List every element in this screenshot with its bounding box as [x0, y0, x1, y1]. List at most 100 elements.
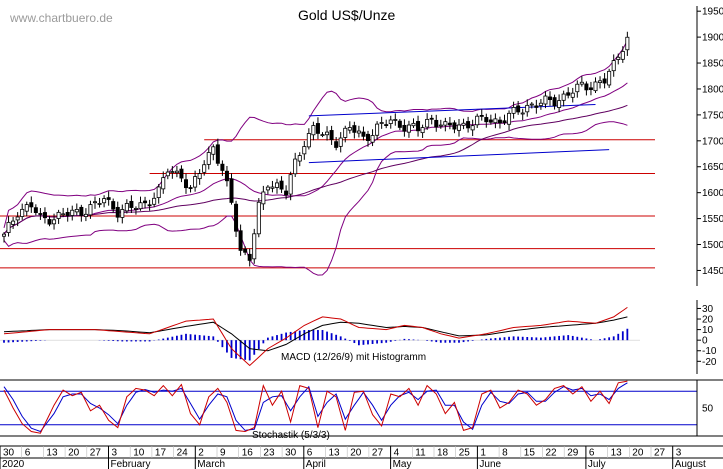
x-day-label: 2 — [198, 448, 204, 459]
candle-body — [97, 203, 102, 205]
candle-body — [211, 146, 216, 155]
bollinger-upper — [3, 40, 628, 229]
macd-line — [3, 306, 628, 367]
candle-body — [375, 123, 380, 136]
candle-body — [334, 141, 339, 148]
price-tick-label: 1700 — [702, 136, 723, 147]
x-day-label: 4 — [394, 448, 400, 459]
candle-body — [102, 198, 107, 204]
candle-body — [575, 83, 580, 93]
x-day-label: 16 — [242, 448, 254, 459]
candle-body — [261, 191, 266, 205]
price-panel: 1450 1500 1550 1600 1650 1700 1750 1800 1850 1900… — [0, 6, 723, 286]
candle-body — [475, 115, 480, 126]
candle-body — [238, 230, 243, 251]
candle-body — [588, 87, 593, 90]
candle-body — [507, 112, 512, 125]
x-month-label: 2020 — [2, 459, 25, 469]
candle-body — [470, 125, 475, 131]
candle-body — [497, 119, 502, 124]
candle-body — [411, 122, 416, 127]
x-day-label: 27 — [372, 448, 384, 459]
candle-body — [33, 207, 38, 214]
stochastic-label: Stochastik (5/3/3) — [252, 430, 330, 441]
candle-body — [548, 96, 553, 100]
x-month-label: May — [393, 459, 412, 469]
candle-body — [15, 216, 20, 221]
candle-body — [220, 163, 225, 171]
candle-body — [74, 208, 79, 213]
candle-body — [356, 130, 361, 134]
candle-body — [406, 124, 411, 133]
candle-body — [188, 187, 193, 189]
candle-body — [538, 102, 543, 106]
candle-body — [170, 171, 175, 174]
candle-body — [70, 209, 75, 216]
candle-body — [579, 81, 584, 85]
macd-tick-label: -20 — [702, 357, 717, 368]
candle-body — [552, 97, 557, 107]
candle-body — [625, 36, 630, 51]
candle-body — [557, 100, 562, 108]
candle-body — [434, 119, 439, 128]
candle-body — [402, 124, 407, 132]
price-tick-label: 1500 — [702, 240, 723, 251]
candle-body — [179, 168, 184, 179]
candle-body — [534, 105, 539, 108]
x-month-label: June — [479, 459, 501, 469]
candle-body — [270, 186, 275, 189]
candle-body — [306, 133, 311, 148]
x-day-label: 6 — [25, 448, 31, 459]
candle-body — [347, 127, 352, 131]
candle-body — [129, 200, 134, 208]
candle-body — [393, 119, 398, 121]
candle-body — [416, 121, 421, 132]
candle-body — [584, 83, 589, 91]
candle-body — [484, 117, 489, 123]
x-month-label: July — [588, 459, 606, 469]
candle-body — [370, 135, 375, 143]
price-tick-label: 1650 — [702, 162, 723, 173]
candle-body — [93, 201, 98, 204]
candle-body — [593, 81, 598, 92]
candle-body — [206, 152, 211, 165]
candle-body — [543, 95, 548, 105]
x-day-label: 8 — [502, 448, 508, 459]
candle-body — [379, 122, 384, 124]
candle-body — [38, 213, 43, 215]
x-day-label: 30 — [285, 448, 297, 459]
candle-body — [274, 182, 279, 188]
x-day-label: 3 — [676, 448, 682, 459]
candle-body — [138, 202, 143, 210]
x-day-label: 17 — [155, 448, 167, 459]
price-tick-label: 1600 — [702, 188, 723, 199]
chart-title: Gold US$/Unze — [298, 7, 395, 23]
candle-body — [293, 158, 298, 175]
candle-body — [79, 206, 84, 216]
candle-body — [529, 103, 534, 106]
candle-body — [493, 118, 498, 124]
moving-average — [3, 104, 628, 235]
candle-body — [388, 119, 393, 124]
candle-body — [224, 170, 229, 182]
candle-body — [47, 219, 52, 225]
candle-body — [11, 220, 16, 225]
x-day-label: 20 — [68, 448, 80, 459]
candle-body — [229, 178, 234, 203]
price-tick-label: 1750 — [702, 110, 723, 121]
candle-body — [152, 197, 157, 205]
macd-tick-label: 30 — [702, 304, 714, 315]
candle-body — [252, 233, 257, 260]
candle-body — [265, 186, 270, 191]
price-tick-label: 1850 — [702, 59, 723, 70]
x-day-label: 24 — [177, 448, 189, 459]
x-day-label: 11 — [415, 448, 426, 459]
candle-body — [124, 203, 129, 212]
stochastic-k-line — [3, 380, 628, 434]
candle-body — [106, 197, 111, 200]
candle-body — [165, 171, 170, 177]
candle-body — [479, 115, 484, 117]
candle-body — [284, 190, 289, 196]
candle-body — [6, 221, 11, 234]
